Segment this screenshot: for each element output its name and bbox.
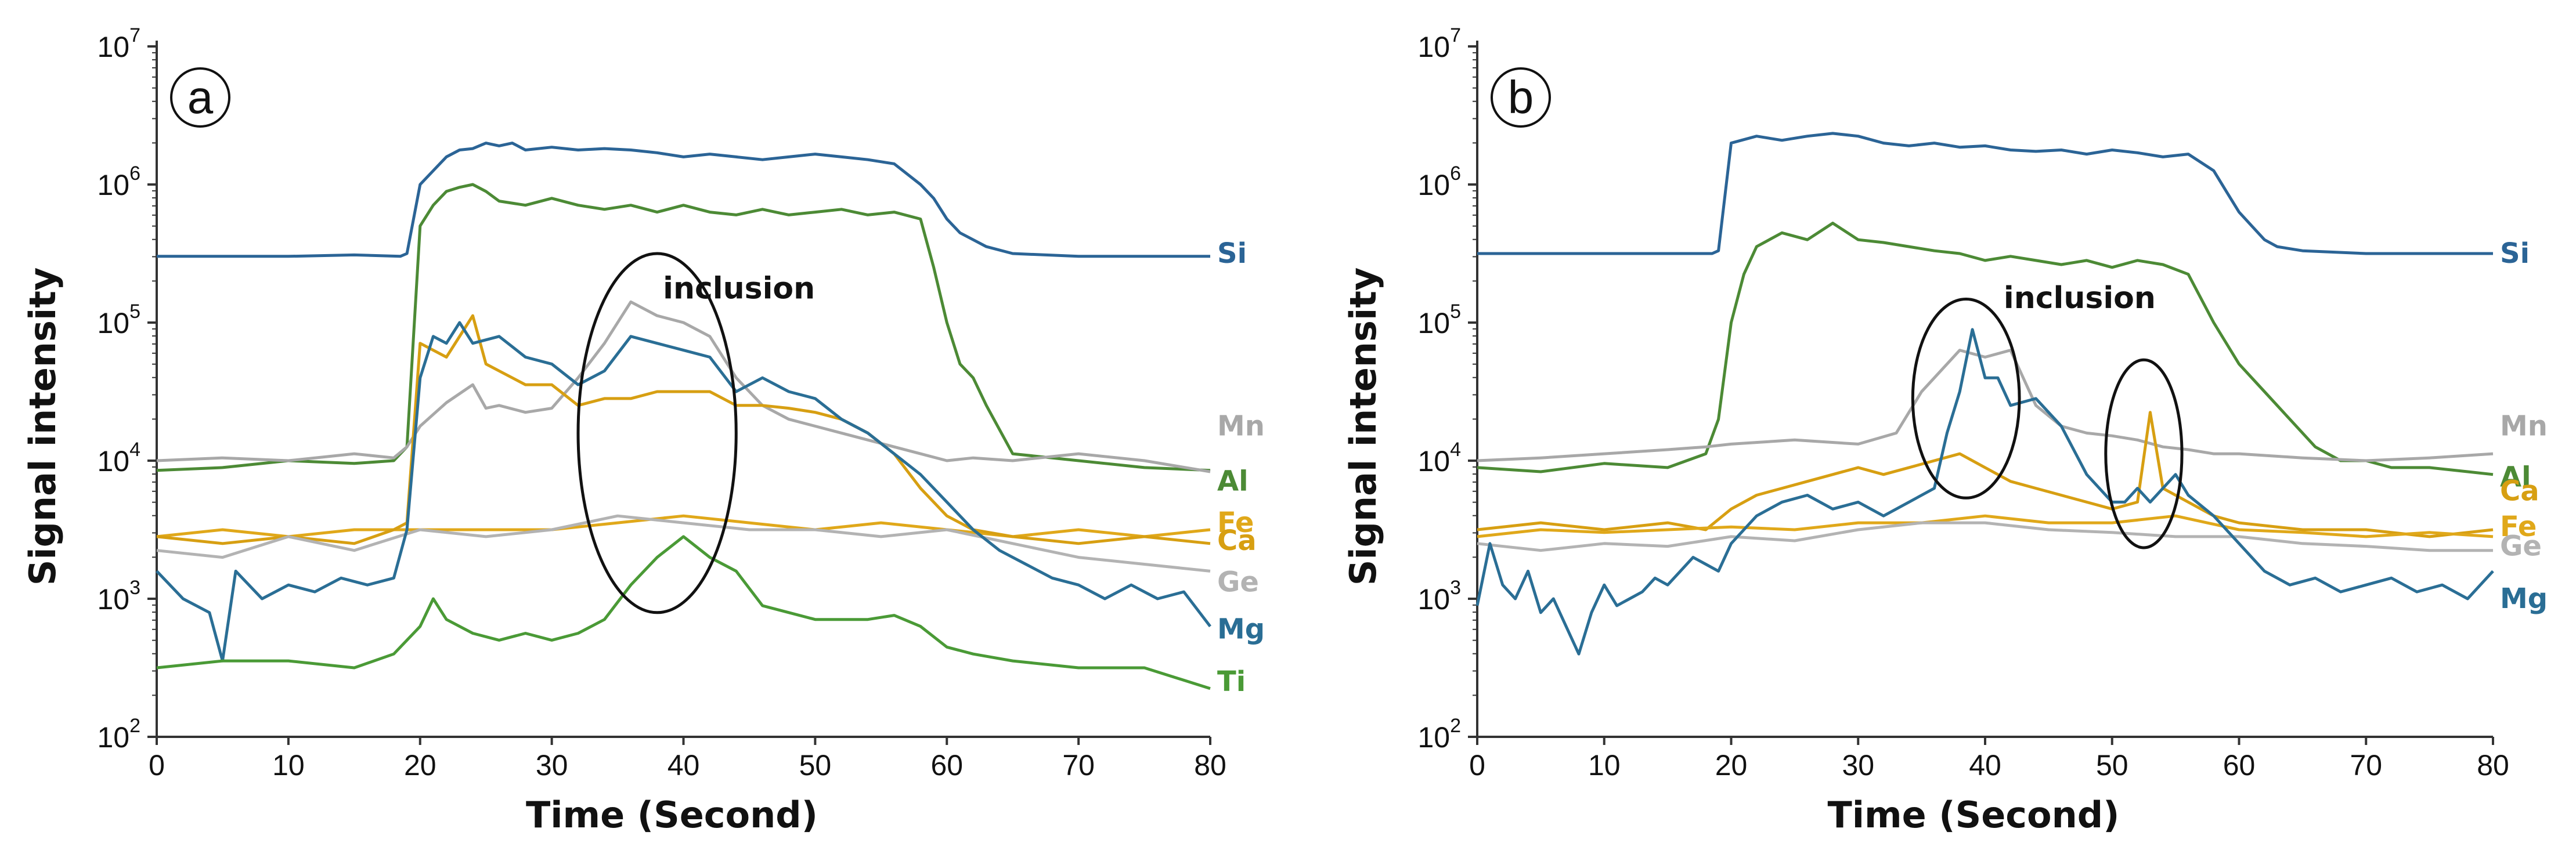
series-label-mn: Mn — [2500, 410, 2548, 443]
series-line-ge — [156, 514, 1211, 573]
series-label-mg: Mg — [1217, 613, 1265, 645]
series-label-mg: Mg — [2500, 583, 2548, 615]
series-line-mg — [156, 321, 1211, 663]
chart-panel-b: 0 10 20 30 40 50 60 70 80 102 103 104 105 106 107 Time … — [1342, 24, 2548, 836]
chart-panel-a: 0 10 20 30 40 50 60 70 80 102 103 104 105 106 107 Time … — [21, 24, 1265, 836]
series-line-fe — [156, 514, 1211, 538]
x-axis-title: Time (Second) — [526, 794, 818, 836]
series-label-al: Al — [2500, 461, 2531, 494]
y-tick-label: 106 — [1417, 162, 1461, 201]
y-tick-label: 105 — [1417, 301, 1461, 339]
series-line-ca — [1477, 411, 2494, 538]
panel-letter: b — [1508, 71, 1534, 123]
x-tick-label: 30 — [1842, 749, 1874, 782]
x-tick-label: 50 — [799, 749, 832, 782]
y-tick-label: 102 — [1417, 715, 1461, 754]
y-tick-label: 103 — [1417, 577, 1461, 616]
series-line-mg — [1475, 328, 2494, 656]
series-line-ge — [1477, 521, 2493, 552]
x-tick-label: 70 — [1062, 749, 1095, 782]
x-tick-label: 60 — [930, 749, 963, 782]
x-tick-label: 50 — [2096, 749, 2128, 782]
series-line-ti — [156, 535, 1211, 690]
y-tick-label: 107 — [97, 24, 140, 63]
inclusion-ellipse — [576, 252, 738, 614]
x-tick-label: 80 — [1194, 749, 1226, 782]
series-label-ca: Ca — [1217, 524, 1257, 557]
series-line-si — [157, 142, 1210, 258]
panel-letter-circle — [1491, 67, 1551, 128]
y-tick-label: 102 — [97, 715, 140, 754]
inclusion-annotation: inclusion — [663, 272, 815, 306]
panel-letter-circle — [170, 67, 230, 128]
series-label-mn: Mn — [1217, 410, 1265, 443]
series-label-si: Si — [2500, 237, 2530, 270]
series-line-si — [1477, 132, 2493, 255]
series-label-ti: Ti — [1217, 665, 1246, 698]
y-tick-label: 107 — [1417, 24, 1461, 63]
x-tick-label: 80 — [2477, 749, 2509, 782]
y-tick-label: 104 — [97, 439, 140, 477]
x-tick-label: 10 — [1588, 749, 1621, 782]
series-line-fe — [1477, 514, 2494, 538]
x-tick-label: 20 — [404, 749, 436, 782]
x-axis-title: Time (Second) — [1827, 794, 2119, 836]
inclusion-annotation: inclusion — [2004, 281, 2156, 316]
panel-letter: a — [187, 71, 214, 123]
y-axis-title: Signal intensity — [1342, 267, 1384, 586]
series-label-fe: Fe — [1217, 507, 1254, 539]
x-tick-label: 40 — [668, 749, 700, 782]
series-line-mn — [156, 300, 1211, 473]
series-label-si: Si — [1217, 237, 1247, 270]
series-label-fe: Fe — [2500, 511, 2537, 543]
series-line-al — [156, 183, 1211, 472]
inclusion-ellipse — [1911, 298, 2021, 500]
x-tick-label: 0 — [149, 749, 165, 782]
series-line-mn — [1477, 349, 2494, 462]
inclusion-ellipse — [2104, 358, 2184, 549]
x-tick-label: 40 — [1969, 749, 2001, 782]
series-label-ge: Ge — [2500, 530, 2542, 563]
y-tick-label: 103 — [97, 577, 140, 616]
x-tick-label: 0 — [1469, 749, 1485, 782]
y-tick-label: 106 — [97, 162, 140, 201]
series-label-al: Al — [1217, 465, 1249, 498]
y-tick-label: 105 — [97, 301, 140, 339]
x-tick-label: 20 — [1715, 749, 1748, 782]
series-line-al — [1477, 222, 2494, 476]
x-tick-label: 70 — [2350, 749, 2382, 782]
y-axis-title: Signal intensity — [21, 267, 64, 586]
y-tick-label: 104 — [1417, 439, 1461, 477]
series-label-ge: Ge — [1217, 566, 1259, 598]
x-tick-label: 10 — [272, 749, 305, 782]
x-tick-label: 30 — [536, 749, 568, 782]
series-label-ca: Ca — [2500, 475, 2539, 507]
x-tick-label: 60 — [2223, 749, 2256, 782]
